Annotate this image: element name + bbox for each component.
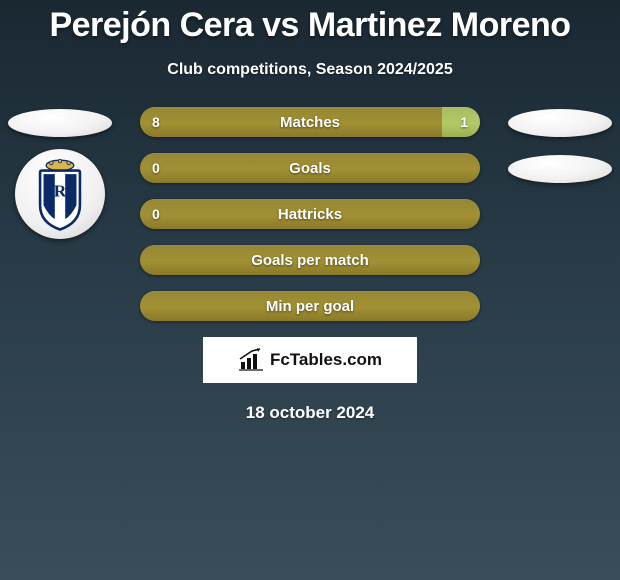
comparison-content: R 8 Matches 1 0 Goals <box>0 107 620 423</box>
page-title: Perejón Cera vs Martinez Moreno <box>0 0 620 45</box>
bar-goals: 0 Goals <box>140 153 480 183</box>
club-badge-icon: R <box>21 155 99 233</box>
bar-goals-per-match: Goals per match <box>140 245 480 275</box>
left-player-column: R <box>4 107 116 239</box>
right-oval-1 <box>508 109 612 137</box>
bar-left-seg <box>140 245 480 275</box>
brand-chart-icon <box>238 348 264 372</box>
bar-left-seg <box>140 153 480 183</box>
bar-min-per-goal: Min per goal <box>140 291 480 321</box>
bar-right-seg <box>442 107 480 137</box>
bar-left-seg <box>140 291 480 321</box>
bar-matches: 8 Matches 1 <box>140 107 480 137</box>
brand-text: FcTables.com <box>270 350 382 370</box>
bar-hattricks: 0 Hattricks <box>140 199 480 229</box>
brand-box: FcTables.com <box>203 337 417 383</box>
left-oval-1 <box>8 109 112 137</box>
subtitle: Club competitions, Season 2024/2025 <box>0 61 620 79</box>
right-oval-2 <box>508 155 612 183</box>
bar-left-seg <box>140 107 442 137</box>
bar-left-seg <box>140 199 480 229</box>
comparison-bars: 8 Matches 1 0 Goals 0 Hattricks <box>140 107 480 321</box>
right-player-column <box>504 107 616 189</box>
date-line: 18 october 2024 <box>0 403 620 423</box>
svg-text:R: R <box>54 182 67 201</box>
left-club-badge: R <box>15 149 105 239</box>
